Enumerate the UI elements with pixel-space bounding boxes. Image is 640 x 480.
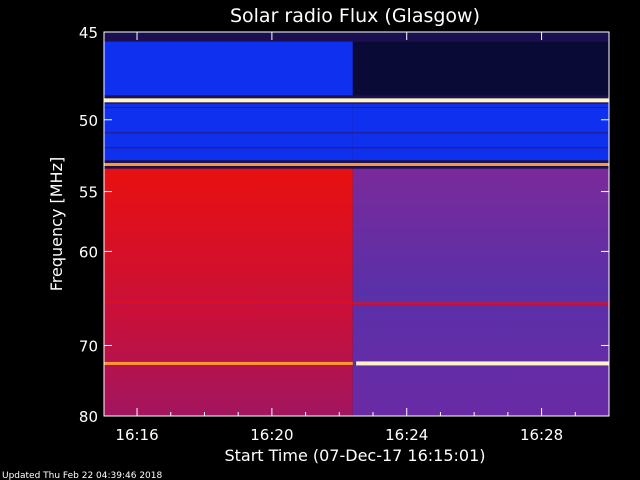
x-axis-title: Start Time (07-Dec-17 16:15:01) (224, 446, 485, 465)
plot-area (104, 32, 609, 416)
y-tick-label: 55 (79, 184, 98, 202)
y-tick-label: 80 (79, 408, 98, 426)
spectrogram-region-4 (104, 168, 353, 416)
x-tick-label: 16:16 (115, 426, 158, 444)
y-tick-label: 70 (79, 337, 98, 355)
emission-line-3 (356, 361, 609, 366)
spectrogram-region-3 (352, 103, 609, 161)
emission-line-0 (104, 98, 609, 103)
chart-title: Solar radio Flux (Glasgow) (230, 5, 480, 27)
y-tick-label: 60 (79, 243, 98, 261)
y-tick-label: 45 (79, 24, 98, 42)
spectrogram-region-2 (104, 103, 353, 161)
x-tick-label: 16:28 (520, 426, 563, 444)
band-streak-1 (104, 132, 609, 134)
updated-timestamp: Updated Thu Feb 22 04:39:46 2018 (2, 471, 163, 480)
y-axis: 45 50 55 60 70 80 (79, 24, 609, 426)
plot-frame (103, 31, 610, 417)
spectrogram-region-0 (104, 41, 353, 96)
band-streak-2 (104, 147, 609, 149)
spectrogram-region-1 (352, 41, 609, 96)
emission-line-1 (104, 162, 609, 166)
x-tick-label: 16:24 (385, 426, 428, 444)
y-tick-label: 50 (79, 112, 98, 130)
x-axis: 16:16 16:20 16:24 16:28 (115, 32, 576, 444)
spectrogram-region-5 (352, 168, 609, 416)
x-tick-label: 16:20 (250, 426, 293, 444)
emission-line-2 (104, 302, 609, 306)
band-streak-0 (104, 106, 609, 109)
emission-line-4 (104, 361, 353, 365)
y-axis-title: Frequency [MHz] (47, 157, 66, 291)
